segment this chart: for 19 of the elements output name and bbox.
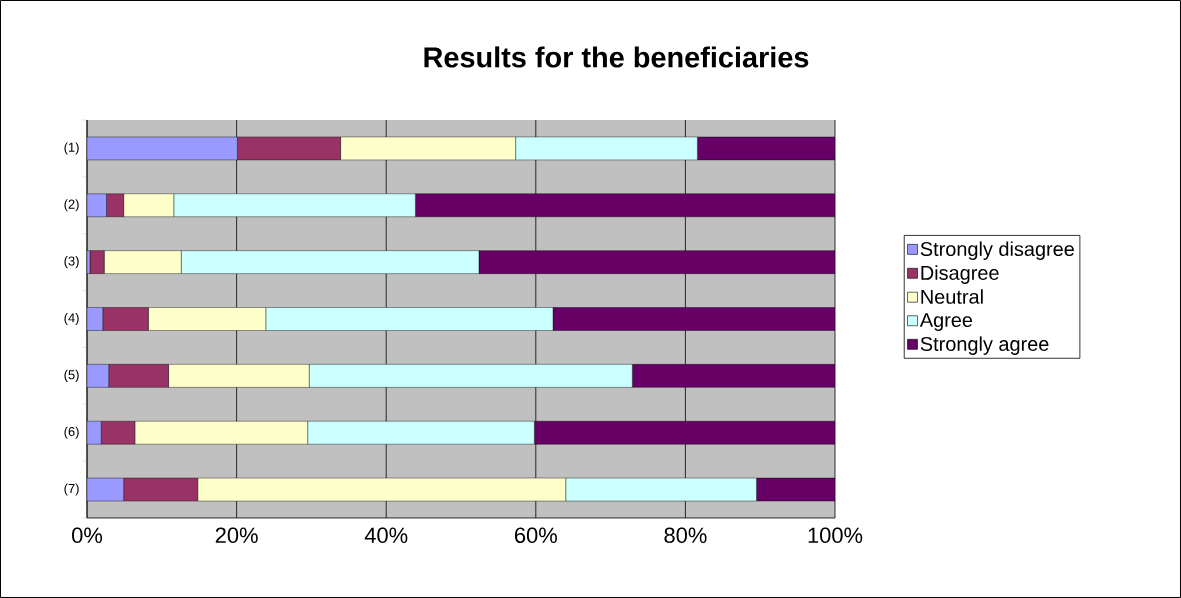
x-tick-label: 80% xyxy=(664,527,707,544)
y-tick-label: (4) xyxy=(64,312,79,326)
legend-label: Agree xyxy=(919,313,973,332)
y-tick-label: (1) xyxy=(64,142,79,155)
y-tick-label: (5) xyxy=(64,369,79,382)
x-tick-label: 60% xyxy=(514,527,557,544)
y-tick-label: (2) xyxy=(64,199,79,212)
legend-label: Strongly agree xyxy=(920,336,1049,355)
legend-label: Neutral xyxy=(921,289,983,304)
chart-title: Results for the beneficiaries xyxy=(424,46,809,68)
y-tick-label: (6) xyxy=(64,426,79,439)
x-tick-label: 0% xyxy=(72,527,103,544)
legend-label: Disagree xyxy=(921,265,999,284)
x-tick-label: 20% xyxy=(215,527,258,544)
x-tick-label: 100% xyxy=(808,527,863,544)
legend-label: Strongly disagree xyxy=(920,241,1074,260)
y-tick-label: (7) xyxy=(64,483,79,496)
y-tick-label: (3) xyxy=(64,256,79,269)
x-tick-label: 40% xyxy=(364,527,408,544)
